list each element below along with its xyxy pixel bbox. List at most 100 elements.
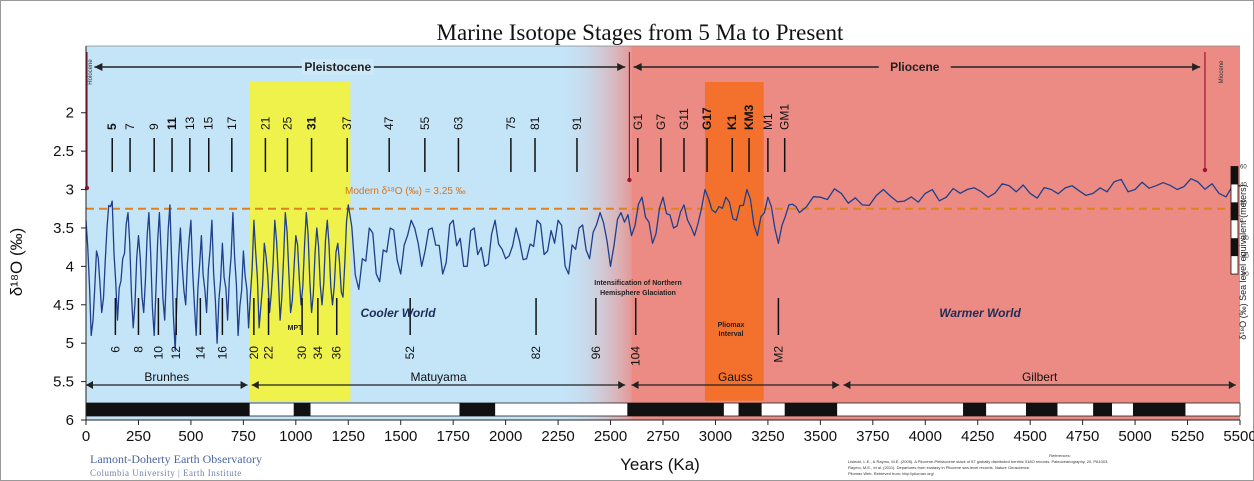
chron-arrow-right bbox=[1228, 381, 1236, 389]
pliomax-label-2: Interval bbox=[719, 331, 744, 338]
epoch-label-miocene: Miocene bbox=[1219, 60, 1225, 83]
stage-top-label: 9 bbox=[147, 123, 161, 130]
epoch-label-bg bbox=[301, 59, 374, 75]
stage-top-label: 21 bbox=[258, 116, 272, 130]
stage-top-label: K1 bbox=[725, 114, 739, 130]
stage-top-label: 91 bbox=[570, 116, 584, 130]
axes: 0 250 500 750 1000 1250 1500 1750 2000 2250 2500 27… bbox=[53, 46, 1254, 445]
x-axis-title: Years (Ka) bbox=[620, 455, 700, 474]
pliomax-label-1: Pliomax bbox=[718, 322, 745, 329]
epoch-label-pleistocene: Pleistocene bbox=[304, 60, 371, 74]
stage-top-label: 7 bbox=[123, 123, 137, 130]
x-tick-label: 3250 bbox=[751, 428, 784, 445]
stage-top-label: 55 bbox=[418, 116, 432, 130]
chron-label-matuyama: Matuyama bbox=[410, 370, 466, 384]
region-cooler bbox=[86, 46, 632, 420]
cooler-world-label: Cooler World bbox=[360, 306, 436, 320]
stage-bottom-label: 10 bbox=[151, 346, 165, 360]
pleistocene-arrow-left bbox=[94, 63, 103, 71]
x-tick-label: 2000 bbox=[489, 428, 522, 445]
y2-tick-label: -20 bbox=[1240, 236, 1249, 242]
reference-line-label: Modern δ¹⁸O (‰) = 3.25 ‰ bbox=[345, 186, 466, 197]
stage-top-label: G11 bbox=[677, 108, 691, 130]
chron-arrow-right bbox=[618, 381, 626, 389]
stage-top-label: GM1 bbox=[778, 104, 792, 130]
stage-top-label: 81 bbox=[528, 116, 542, 130]
stage-bottom-label: 104 bbox=[629, 346, 643, 366]
polarity-normal-segment bbox=[627, 403, 724, 416]
polarity-normal-segment bbox=[86, 403, 250, 416]
x-tick-label: 3750 bbox=[856, 428, 889, 445]
y-axis-title: δ¹⁸O (‰) bbox=[7, 228, 26, 297]
chron-label-brunhes: Brunhes bbox=[144, 370, 189, 384]
y2-tick-label: 60 bbox=[1240, 165, 1247, 171]
pleistocene-arrow-right bbox=[617, 63, 626, 71]
region-transition-gradient bbox=[558, 46, 632, 420]
sea-level-scale-block bbox=[1231, 238, 1238, 257]
series-line-0 bbox=[85, 178, 1241, 352]
y-tick-label: 2 bbox=[66, 105, 74, 122]
stage-top-label: M1 bbox=[761, 113, 775, 130]
x-tick-label: 1250 bbox=[332, 428, 365, 445]
references-line-3: Pliomax Web. Retrieved from: http://plio… bbox=[848, 471, 935, 476]
y2-tick-label: 40 bbox=[1240, 182, 1247, 188]
chron-arrow-right bbox=[832, 381, 840, 389]
stage-bottom-label: 20 bbox=[247, 346, 261, 360]
x-tick-label: 2750 bbox=[646, 428, 679, 445]
epoch-label-pliocene: Pliocene bbox=[890, 60, 940, 74]
stage-bottom-label: M2 bbox=[771, 346, 785, 363]
stage-bottom-label: 52 bbox=[403, 346, 417, 360]
x-tick-label: 1500 bbox=[384, 428, 417, 445]
x-tick-label: 2500 bbox=[594, 428, 627, 445]
y-tick-label: 6 bbox=[66, 412, 74, 429]
y-tick-label: 2.5 bbox=[53, 143, 74, 160]
glaciation-label-1: Intensification of Northern bbox=[594, 280, 682, 287]
x-tick-label: 5000 bbox=[1118, 428, 1151, 445]
boundary-dot-2 bbox=[1202, 167, 1208, 173]
sea-level-scale-block bbox=[1231, 166, 1238, 185]
y2-axis-title: δ¹⁸O (‰) Sea level equivalent (meters) bbox=[1238, 184, 1248, 339]
y-tick-label: 3.5 bbox=[53, 220, 74, 237]
warmer-world-label: Warmer World bbox=[939, 306, 1021, 320]
epoch-label-holocene: Holocene bbox=[88, 59, 94, 85]
x-tick-label: 1750 bbox=[436, 428, 469, 445]
y2-tick-label: -40 bbox=[1240, 254, 1249, 260]
x-tick-label: 1000 bbox=[279, 428, 312, 445]
stage-top-label: 25 bbox=[280, 116, 294, 130]
stage-bottom-label: 12 bbox=[169, 346, 183, 360]
y2-tick-label: -60 bbox=[1240, 272, 1249, 278]
chart-title: Marine Isotope Stages from 5 Ma to Prese… bbox=[437, 20, 845, 45]
stage-top-label: G1 bbox=[631, 114, 645, 130]
sea-level-scale-block bbox=[1231, 202, 1238, 221]
stage-bottom-label: 16 bbox=[215, 346, 229, 360]
polarity-normal-segment bbox=[1025, 403, 1058, 416]
stage-top-label: 31 bbox=[305, 116, 319, 130]
background-regions bbox=[86, 46, 1240, 420]
x-tick-label: 4250 bbox=[961, 428, 994, 445]
region-pliomax bbox=[704, 82, 764, 401]
stage-top-label: 37 bbox=[340, 116, 354, 130]
stage-top-label: 75 bbox=[504, 116, 518, 130]
x-tick-label: 2250 bbox=[541, 428, 574, 445]
stage-top-label: 5 bbox=[105, 123, 119, 130]
polarity-normal-segment bbox=[738, 403, 762, 416]
x-tick-label: 0 bbox=[82, 428, 90, 445]
x-tick-label: 3500 bbox=[804, 428, 837, 445]
chron-arrow-left bbox=[251, 381, 259, 389]
stage-bottom-label: 8 bbox=[131, 346, 145, 353]
stage-top-label: KM3 bbox=[742, 104, 756, 130]
chron-arrow-left bbox=[86, 381, 93, 389]
x-tick-label: 250 bbox=[126, 428, 151, 445]
stage-markers: 5 7 9 11 13 15 17 21 25 31 37 47 55 63 75 81 91 G1 G7 G11 G1… bbox=[105, 104, 791, 366]
polarity-normal-segment bbox=[963, 403, 987, 416]
stage-top-label: 15 bbox=[202, 116, 216, 130]
stage-top-label: 11 bbox=[165, 117, 179, 130]
x-tick-label: 4000 bbox=[909, 428, 942, 445]
y2-tick-label: 20 bbox=[1240, 200, 1247, 206]
stage-bottom-label: 14 bbox=[193, 346, 207, 360]
polarity-normal-segment bbox=[1093, 403, 1113, 416]
references-heading: References: bbox=[1049, 453, 1071, 458]
polarity-normal-segment bbox=[1132, 403, 1186, 416]
chron-arrow-left bbox=[843, 381, 851, 389]
